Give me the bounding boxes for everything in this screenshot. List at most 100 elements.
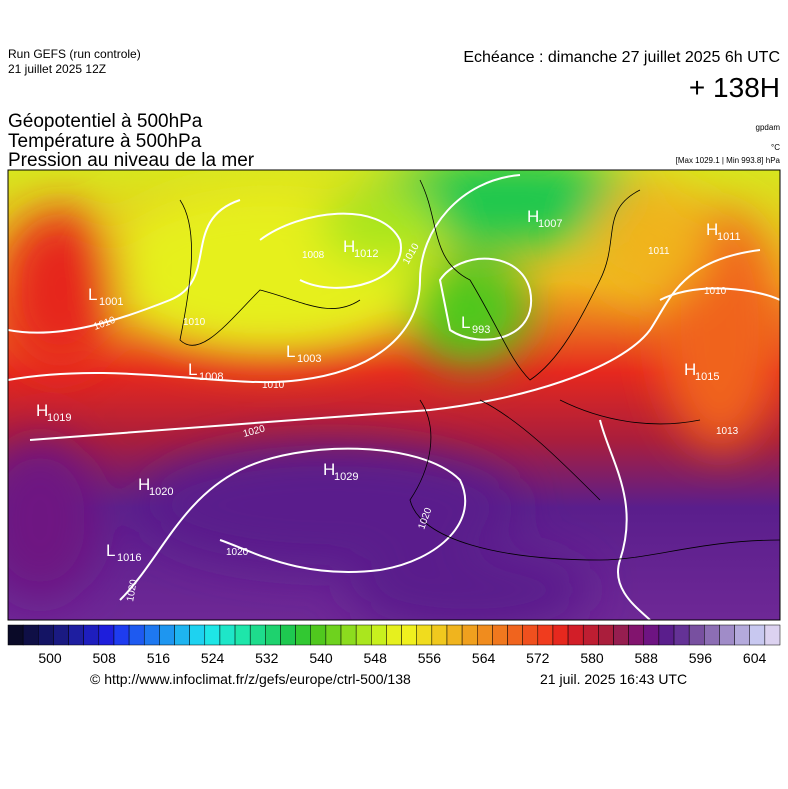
- centre-type: H: [138, 475, 150, 494]
- centre-type: L: [188, 360, 197, 379]
- isobar-label: 1010: [262, 380, 285, 391]
- colorbar-tick: 540: [309, 650, 333, 666]
- colorbar-swatch: [113, 624, 130, 646]
- centre-type: H: [343, 237, 355, 256]
- colorbar-swatch: [219, 624, 236, 646]
- colorbar-tick: 580: [580, 650, 604, 666]
- colorbar-swatch: [764, 624, 781, 646]
- unit: °C: [771, 143, 780, 152]
- colorbar-swatch: [38, 624, 54, 646]
- colorbar-swatch: [643, 624, 660, 646]
- centre-value: 1020: [149, 486, 173, 498]
- centre-type: L: [286, 342, 295, 361]
- colorbar-tick: 500: [38, 650, 62, 666]
- centre-type: H: [323, 460, 335, 479]
- centre-value: 1001: [99, 296, 123, 308]
- colorbar-swatch: [7, 624, 24, 646]
- colorbar-swatch: [673, 624, 690, 646]
- centre-type: H: [36, 401, 48, 420]
- colorbar-swatch: [310, 624, 327, 646]
- centre-value: 1003: [297, 353, 321, 365]
- centre-value: 1011: [717, 231, 741, 243]
- centre-type: H: [527, 207, 539, 226]
- colorbar-swatch: [704, 624, 720, 646]
- colorbar-tick: 604: [743, 650, 767, 666]
- valid-time: Echéance : dimanche 27 juillet 2025 6h U…: [463, 49, 780, 66]
- lead-time: + 138H: [689, 72, 780, 103]
- centre-value: 1012: [354, 248, 378, 260]
- centre-value: 1008: [199, 371, 223, 383]
- colorbar-swatch: [552, 624, 569, 646]
- isobar-label: 1010: [704, 286, 727, 297]
- field: Géopotentiel à 500hPa: [8, 111, 203, 132]
- colorbar-tick: 532: [255, 650, 279, 666]
- colorbar-swatch: [68, 624, 84, 646]
- colorbar-swatch: [567, 624, 584, 646]
- centre-value: 1015: [695, 371, 719, 383]
- colorbar-swatch: [249, 624, 266, 646]
- colorbar-swatch: [507, 624, 523, 646]
- centre-value: 1029: [334, 471, 358, 483]
- colorbar-swatch: [537, 624, 554, 646]
- isobar-label: 1011: [648, 246, 670, 257]
- centre-value: 1007: [538, 218, 562, 230]
- centre-value: 993: [472, 324, 490, 336]
- unit: [Max 1029.1 | Min 993.8] hPa: [676, 156, 781, 165]
- isobar-label: 1008: [302, 250, 325, 261]
- colorbar-swatch: [340, 624, 357, 646]
- colorbar-tick: 588: [635, 650, 659, 666]
- colorbar-swatch: [734, 624, 750, 646]
- colorbar-swatch: [582, 624, 599, 646]
- colorbar-swatch: [83, 624, 100, 646]
- centre-type: L: [88, 285, 97, 304]
- colorbar-swatch: [431, 624, 448, 646]
- colorbar-swatch: [143, 624, 160, 646]
- colorbar-swatch: [477, 624, 493, 646]
- colorbar-swatch: [522, 624, 539, 646]
- colorbar-swatch: [22, 624, 39, 646]
- map-frame: [7, 169, 781, 621]
- isobar-label: 1020: [125, 578, 140, 602]
- run: Run GEFS (run controle): [8, 47, 141, 61]
- colorbar-swatch: [461, 624, 478, 646]
- colorbar-swatch: [128, 624, 145, 646]
- colorbar-tick: 556: [418, 650, 442, 666]
- colorbar-swatch: [98, 624, 115, 646]
- colorbar-swatch: [416, 624, 433, 646]
- colorbar-swatch: [749, 624, 766, 646]
- colorbar-swatch: [295, 624, 311, 646]
- centre-type: L: [106, 541, 115, 560]
- colorbar-tick: 508: [93, 650, 117, 666]
- isobar-label: 1010: [183, 317, 206, 328]
- colorbar-tick: 548: [364, 650, 388, 666]
- field: Pression au niveau de la mer: [8, 150, 255, 171]
- colorbar-swatch: [386, 624, 402, 646]
- colorbar-swatch: [658, 624, 675, 646]
- field: Température à 500hPa: [8, 131, 202, 152]
- colorbar-tick: 596: [689, 650, 713, 666]
- colorbar-tick: 516: [147, 650, 171, 666]
- colorbar-swatch: [265, 624, 281, 646]
- centre-value: 1019: [47, 412, 71, 424]
- colorbar-swatch: [355, 624, 372, 646]
- colorbar-tick: 524: [201, 650, 225, 666]
- colorbar-swatch: [280, 624, 296, 646]
- colorbar-swatch: [401, 624, 417, 646]
- colorbar-swatch: [234, 624, 251, 646]
- centre-type: H: [684, 360, 696, 379]
- colorbar-swatch: [371, 624, 387, 646]
- run-date: 21 juillet 2025 12Z: [8, 62, 106, 76]
- colorbar-swatch: [189, 624, 206, 646]
- colorbar-swatch: [719, 624, 735, 646]
- centre-value: 1016: [117, 552, 141, 564]
- colorbar-swatch: [159, 624, 175, 646]
- isobar-label: 1020: [226, 547, 249, 558]
- colorbar-swatch: [598, 624, 614, 646]
- map: [8, 170, 780, 620]
- colorbar-swatch: [446, 624, 463, 646]
- colorbar-swatch: [174, 624, 190, 646]
- colorbar-swatch: [53, 624, 69, 646]
- colorbar-swatch: [204, 624, 221, 646]
- generated: 21 juil. 2025 16:43 UTC: [540, 671, 687, 687]
